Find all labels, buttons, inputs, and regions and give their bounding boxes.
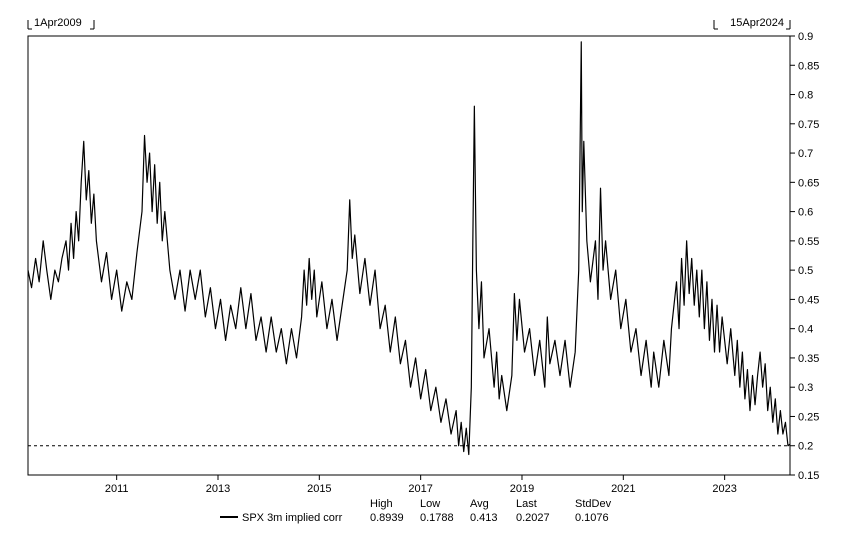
y-tick-label: 0.4 xyxy=(798,324,813,336)
x-tick-label: 2021 xyxy=(611,483,635,495)
stat-value: 0.1076 xyxy=(575,512,609,524)
y-tick-label: 0.25 xyxy=(798,411,819,423)
y-tick-label: 0.65 xyxy=(798,177,819,189)
y-tick-label: 0.35 xyxy=(798,353,819,365)
x-tick-label: 2019 xyxy=(510,483,534,495)
stat-header: High xyxy=(370,498,393,510)
date-range-start: 1Apr2009 xyxy=(34,17,82,29)
legend-label: SPX 3m implied corr xyxy=(242,512,343,524)
line-chart: 0.15 0.2 0.25 0.3 0.35 0.4 0.45 0.5 0.55 0.6 0.65 0… xyxy=(0,0,848,535)
stat-value: 0.8939 xyxy=(370,512,404,524)
plot-area xyxy=(28,36,790,475)
stat-header: Low xyxy=(420,498,440,510)
x-tick-label: 2023 xyxy=(712,483,736,495)
x-tick-label: 2011 xyxy=(105,483,129,495)
y-tick-label: 0.7 xyxy=(798,148,813,160)
y-tick-label: 0.55 xyxy=(798,236,819,248)
x-tick-label: 2013 xyxy=(206,483,230,495)
y-tick-label: 0.5 xyxy=(798,265,813,277)
stat-value: 0.1788 xyxy=(420,512,454,524)
y-tick-label: 0.2 xyxy=(798,441,813,453)
y-tick-label: 0.3 xyxy=(798,382,813,394)
x-tick-label: 2017 xyxy=(408,483,432,495)
x-tick-label: 2015 xyxy=(307,483,331,495)
y-tick-label: 0.9 xyxy=(798,31,813,43)
y-tick-label: 0.85 xyxy=(798,60,819,72)
y-tick-label: 0.8 xyxy=(798,90,813,102)
y-tick-label: 0.45 xyxy=(798,294,819,306)
date-range-end: 15Apr2024 xyxy=(730,17,784,29)
stat-header: Avg xyxy=(470,498,489,510)
stat-value: 0.2027 xyxy=(516,512,550,524)
stat-header: StdDev xyxy=(575,498,612,510)
stat-header: Last xyxy=(516,498,537,510)
y-tick-label: 0.15 xyxy=(798,470,819,482)
y-tick-label: 0.6 xyxy=(798,207,813,219)
y-tick-label: 0.75 xyxy=(798,119,819,131)
stat-value: 0.413 xyxy=(470,512,498,524)
